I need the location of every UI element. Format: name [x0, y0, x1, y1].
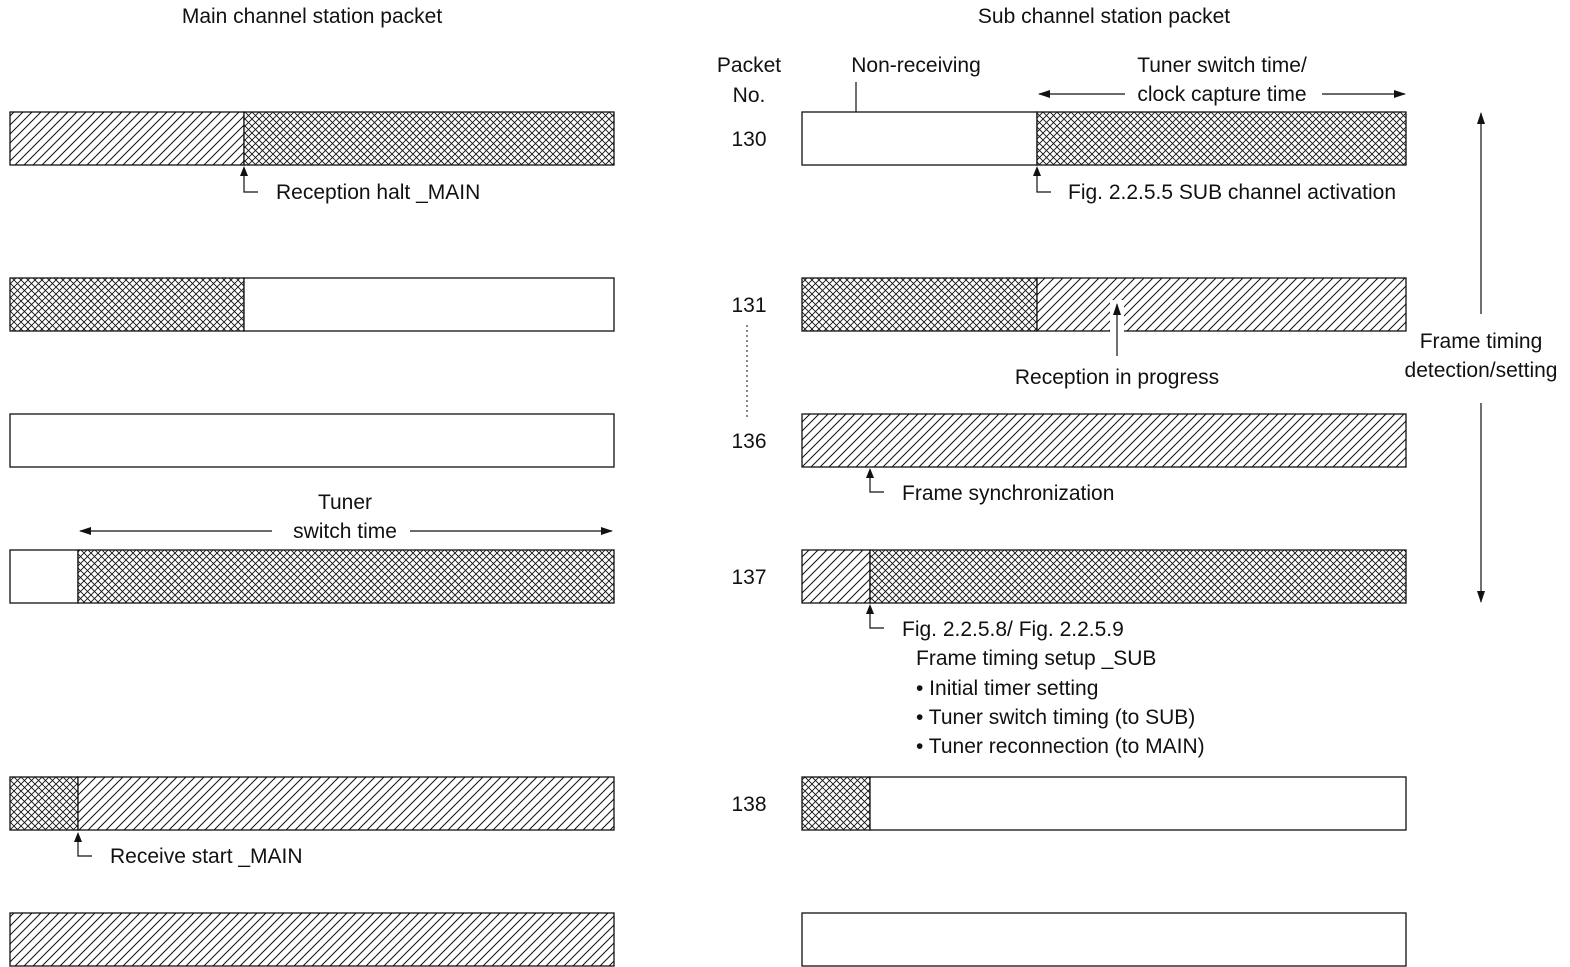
frame-timing-setup-label: Frame timing setup _SUB	[916, 647, 1156, 670]
main-packet-row-1	[9, 111, 615, 166]
frame-timing-side-label-line2: detection/setting	[1405, 359, 1558, 382]
sub-activation-callout	[1033, 166, 1051, 193]
reception-in-progress-callout	[1110, 300, 1124, 356]
main-packet-row-6	[9, 912, 615, 967]
frame-timing-setup-callout	[866, 604, 884, 629]
sub-packet-row-last	[801, 912, 1407, 967]
packet-number-137: 137	[731, 566, 766, 589]
frame-sync-callout	[866, 468, 884, 493]
main-packet-row-2	[9, 277, 615, 332]
main-packet-row-5	[9, 776, 615, 831]
sub-packet-row-138	[801, 776, 1407, 831]
reception-halt-label: Reception halt _MAIN	[276, 181, 480, 204]
main-packet-row-4	[9, 549, 615, 604]
bullet-initial-timer: • Initial timer setting	[916, 677, 1098, 700]
frame-timing-figs-label: Fig. 2.2.5.8/ Fig. 2.2.5.9	[902, 618, 1124, 641]
bullet-tuner-switch-timing: • Tuner switch timing (to SUB)	[916, 706, 1195, 729]
packet-no-header-line2: No.	[733, 84, 766, 107]
non-receiving-label: Non-receiving	[851, 54, 981, 77]
sub-activation-label: Fig. 2.2.5.5 SUB channel activation	[1068, 181, 1396, 204]
receive-start-callout	[74, 832, 92, 857]
sub-packet-row-136	[801, 413, 1407, 468]
tuner-clock-label-line1: Tuner switch time/	[1137, 54, 1307, 77]
bullet-tuner-reconnection: • Tuner reconnection (to MAIN)	[916, 735, 1205, 758]
sub-packet-row-130	[801, 111, 1407, 166]
tuner-switch-label-line2: switch time	[293, 520, 397, 543]
frame-sync-label: Frame synchronization	[902, 482, 1114, 505]
tuner-clock-label-line2: clock capture time	[1137, 83, 1306, 106]
sub-packet-row-137	[801, 549, 1407, 604]
packet-number-138: 138	[731, 793, 766, 816]
main-channel-title: Main channel station packet	[182, 5, 442, 28]
reception-in-progress-label: Reception in progress	[1015, 366, 1219, 389]
packet-no-header-line1: Packet	[717, 54, 781, 77]
sub-channel-title: Sub channel station packet	[978, 5, 1230, 28]
packet-number-130: 130	[731, 128, 766, 151]
receive-start-label: Receive start _MAIN	[110, 845, 303, 868]
packet-number-136: 136	[731, 430, 766, 453]
main-packet-row-3	[9, 413, 615, 468]
frame-timing-side-label-line1: Frame timing	[1420, 330, 1543, 353]
sub-packet-row-131	[801, 277, 1407, 332]
packet-number-131: 131	[731, 294, 766, 317]
tuner-switch-label-line1: Tuner	[318, 491, 372, 514]
reception-halt-callout	[240, 166, 258, 193]
